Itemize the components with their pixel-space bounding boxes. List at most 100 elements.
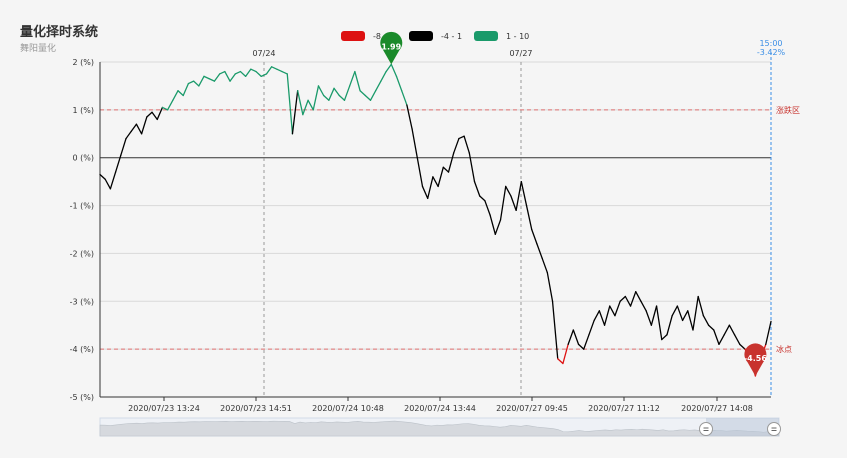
series-segment: [411, 128, 418, 159]
threshold-label: 冰点: [776, 344, 792, 354]
series-segment: [640, 300, 647, 312]
x-tick-label: 2020/07/23 13:24: [128, 404, 200, 413]
series-segment: [276, 68, 283, 73]
series-segment: [114, 154, 122, 173]
series-segment: [328, 87, 335, 101]
series-segment: [291, 90, 299, 135]
y-tick-label: -3 (%): [70, 297, 94, 306]
series-segment: [687, 310, 694, 331]
series-segment: [473, 180, 481, 197]
series-segment: [146, 111, 153, 118]
series-segment: [286, 73, 294, 135]
x-tick-label: 2020/07/23 14:51: [220, 404, 292, 413]
series-segment: [187, 80, 195, 85]
series-segment: [671, 305, 679, 317]
series-segment: [515, 180, 522, 212]
series-segment: [250, 68, 257, 73]
zoom-preview: [99, 420, 780, 437]
series-segment: [583, 334, 590, 350]
series-segment: [484, 200, 491, 216]
series-segment: [551, 300, 559, 360]
y-tick-label: -5 (%): [70, 393, 94, 402]
series-segment: [354, 70, 361, 92]
series-segment: [494, 219, 502, 235]
series-segment: [312, 85, 320, 111]
current-time-label: 15:00: [759, 39, 782, 48]
series-segment: [765, 320, 772, 346]
series-segment: [603, 305, 611, 326]
series-segment: [395, 75, 403, 92]
series-segment: [156, 106, 164, 121]
series-segment: [635, 291, 642, 302]
x-tick-label: 2020/07/27 14:08: [681, 404, 753, 413]
axes: 2 (%) 1 (%) 0 (%) -1 (%) -2 (%) -3 (%) -4 (%) -…: [70, 39, 800, 413]
series-segment: [260, 73, 268, 78]
day-label: 07/24: [252, 49, 275, 58]
legend-swatch: [474, 31, 498, 41]
series-segment: [307, 99, 314, 111]
series-segment: [666, 314, 673, 336]
series-segment: [130, 123, 138, 133]
series-segment: [297, 90, 304, 116]
series-segment: [557, 358, 564, 365]
series-segment: [349, 70, 356, 87]
series-segment: [369, 90, 377, 101]
series-segment: [375, 80, 382, 92]
series-segment: [655, 305, 663, 341]
y-tick-label: 1 (%): [73, 106, 94, 115]
series-segment: [406, 104, 413, 130]
series-segment: [265, 66, 273, 75]
x-tick-label: 2020/07/24 10:48: [312, 404, 384, 413]
x-tick-label: 2020/07/27 09:45: [496, 404, 568, 413]
y-tick-label: 0 (%): [73, 154, 94, 163]
page-title: 量化择时系统: [20, 25, 99, 40]
series-segment: [463, 135, 470, 154]
series-segment: [380, 70, 387, 82]
series-segment: [629, 291, 637, 307]
current-value-label: -3.42%: [757, 48, 786, 57]
series-segment: [525, 204, 533, 231]
zoom-handle-right[interactable]: [767, 422, 781, 436]
series-segment: [432, 176, 439, 188]
threshold-label: 涨跌区: [776, 105, 800, 115]
series-segment: [468, 152, 476, 183]
series-segment: [619, 295, 627, 302]
series-segment: [650, 305, 658, 326]
series-segment: [531, 228, 538, 245]
series-segment: [208, 78, 216, 82]
series-segment: [317, 85, 325, 97]
series-segment: [161, 106, 169, 111]
series-segment: [541, 257, 548, 274]
series-segment: [323, 94, 330, 101]
series-segment: [177, 90, 184, 97]
series-segment: [338, 94, 346, 101]
series-segment: [499, 185, 507, 221]
series-segment: [593, 310, 600, 322]
series-segment: [120, 137, 127, 156]
series-segment: [505, 185, 512, 197]
y-tick-label: -1 (%): [70, 202, 94, 211]
series-segment: [624, 295, 632, 307]
x-tick-label: 2020/07/27 11:12: [588, 404, 660, 413]
series-segment: [702, 314, 710, 326]
page-subtitle: 舞阳量化: [20, 44, 57, 54]
series-segment: [572, 329, 580, 346]
series-segment: [577, 343, 585, 350]
x-tick-label: 2020/07/24 13:44: [404, 404, 476, 413]
series-segment: [692, 295, 699, 331]
series-segment: [333, 87, 340, 97]
series-segment: [140, 116, 148, 135]
series-segment: [182, 82, 190, 97]
series-segment: [447, 152, 455, 173]
zoom-handle-left[interactable]: [699, 422, 713, 436]
series-segment: [723, 324, 731, 336]
max-marker-label: 1.99: [381, 42, 401, 51]
max-marker-pin: [380, 31, 403, 65]
series-segment: [364, 94, 372, 101]
series-segment: [104, 178, 112, 190]
series-segment: [681, 310, 689, 322]
series-segment: [510, 195, 517, 212]
y-tick-label: -4 (%): [70, 345, 94, 354]
series-segment: [437, 166, 444, 188]
